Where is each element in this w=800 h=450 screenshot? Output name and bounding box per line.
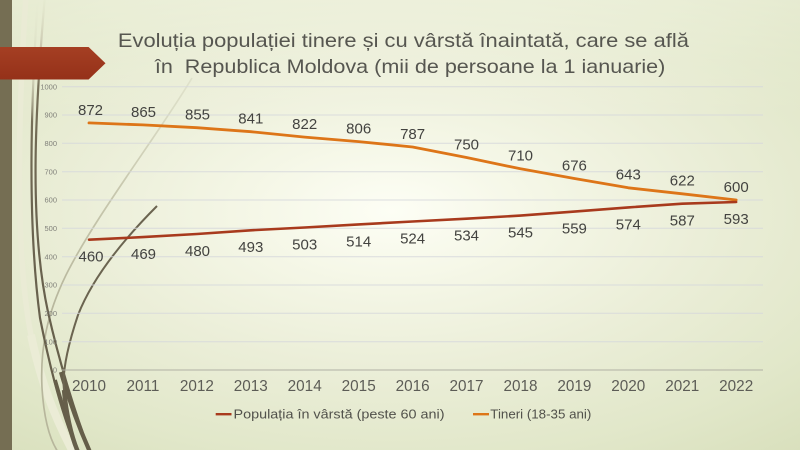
svg-text:2020: 2020 [611, 378, 645, 395]
svg-text:700: 700 [44, 167, 57, 176]
svg-text:200: 200 [44, 309, 57, 318]
svg-text:800: 800 [44, 139, 57, 148]
svg-text:100: 100 [44, 337, 57, 346]
svg-text:2014: 2014 [288, 378, 323, 395]
svg-text:469: 469 [131, 246, 156, 263]
svg-text:524: 524 [400, 230, 425, 247]
svg-text:622: 622 [670, 173, 695, 190]
svg-text:865: 865 [131, 104, 156, 121]
svg-text:841: 841 [238, 111, 263, 128]
svg-text:806: 806 [346, 121, 371, 138]
svg-text:600: 600 [44, 196, 57, 205]
svg-text:872: 872 [78, 102, 103, 119]
svg-text:855: 855 [185, 107, 210, 124]
svg-text:2011: 2011 [126, 378, 159, 395]
svg-text:2012: 2012 [180, 378, 214, 395]
svg-text:480: 480 [185, 243, 210, 260]
svg-text:2010: 2010 [72, 378, 106, 395]
svg-text:545: 545 [508, 225, 533, 242]
svg-text:300: 300 [44, 281, 57, 290]
svg-text:750: 750 [454, 136, 479, 153]
svg-text:534: 534 [454, 228, 479, 245]
svg-text:2015: 2015 [342, 378, 376, 395]
svg-text:676: 676 [562, 157, 587, 174]
svg-text:710: 710 [508, 148, 533, 165]
svg-text:2022: 2022 [719, 378, 753, 395]
svg-text:822: 822 [292, 116, 317, 133]
svg-text:643: 643 [616, 167, 641, 184]
svg-text:600: 600 [724, 179, 749, 196]
svg-text:1000: 1000 [40, 82, 57, 91]
svg-text:500: 500 [44, 224, 57, 233]
svg-text:460: 460 [78, 249, 103, 266]
svg-text:2013: 2013 [234, 378, 268, 395]
svg-text:în Republica Moldova (mii de: în Republica Moldova (mii de persoane la… [154, 56, 666, 78]
svg-text:514: 514 [346, 233, 371, 250]
svg-text:2019: 2019 [557, 378, 591, 395]
svg-text:787: 787 [400, 126, 425, 143]
svg-text:2017: 2017 [449, 378, 483, 395]
svg-text:Populația în vârstă (peste 60: Populația în vârstă (peste 60 ani) [234, 408, 445, 422]
svg-text:493: 493 [238, 239, 263, 256]
svg-text:400: 400 [44, 252, 57, 261]
svg-text:2016: 2016 [396, 378, 430, 395]
svg-text:0: 0 [53, 366, 57, 375]
svg-text:559: 559 [562, 221, 587, 238]
svg-text:593: 593 [724, 211, 749, 228]
svg-text:574: 574 [616, 216, 641, 233]
svg-text:2021: 2021 [665, 378, 699, 395]
svg-text:503: 503 [292, 236, 317, 253]
svg-text:Tineri (18-35 ani): Tineri (18-35 ani) [490, 408, 591, 422]
svg-text:2018: 2018 [503, 378, 537, 395]
svg-text:587: 587 [670, 213, 695, 230]
svg-text:Evoluția populației tinere și: Evoluția populației tinere și cu vârstă … [118, 30, 689, 52]
svg-text:900: 900 [44, 111, 57, 120]
